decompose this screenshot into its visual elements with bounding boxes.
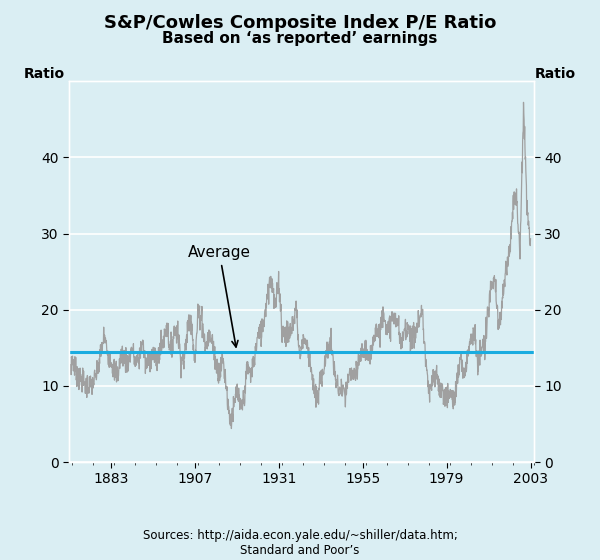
Text: Sources: http://aida.econ.yale.edu/~shiller/data.htm;
Standard and Poor’s: Sources: http://aida.econ.yale.edu/~shil… (143, 529, 457, 557)
Text: Based on ‘as reported’ earnings: Based on ‘as reported’ earnings (163, 31, 437, 46)
Text: Ratio: Ratio (535, 67, 576, 81)
Text: S&P/Cowles Composite Index P/E Ratio: S&P/Cowles Composite Index P/E Ratio (104, 14, 496, 32)
Text: Average: Average (188, 245, 251, 347)
Text: Ratio: Ratio (24, 67, 65, 81)
